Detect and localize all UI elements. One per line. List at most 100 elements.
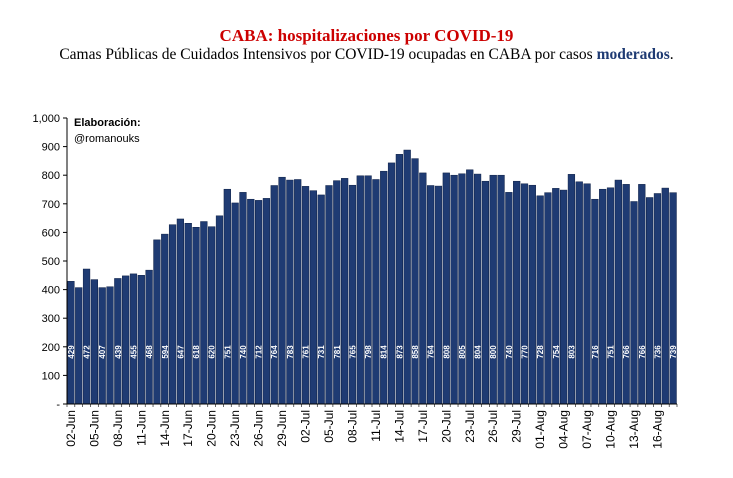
x-tick-label: 11-Jun (134, 410, 148, 446)
data-label: 736 (653, 345, 662, 359)
data-label: 716 (591, 345, 600, 359)
bar (669, 192, 677, 405)
data-label: 594 (161, 345, 170, 359)
bar (184, 223, 192, 405)
data-label: 647 (176, 345, 185, 359)
data-label: 800 (489, 345, 498, 359)
bar (278, 176, 286, 405)
x-tick-label: 20-Jun (205, 410, 219, 447)
bar (200, 221, 208, 405)
bar (356, 175, 364, 405)
data-label: 739 (669, 345, 678, 359)
x-tick-label: 01-Aug (533, 410, 547, 449)
x-tick-label: 08-Jul (345, 410, 359, 443)
bar (395, 154, 403, 405)
data-label: 439 (114, 345, 123, 359)
data-label: 740 (239, 345, 248, 359)
data-label: 712 (255, 345, 264, 359)
bar (481, 180, 490, 405)
y-tick-label: 400 (42, 285, 60, 297)
data-label: 429 (67, 345, 76, 359)
bar (333, 180, 341, 405)
chart-title: CABA: hospitalizaciones por COVID-19 (219, 26, 514, 45)
bar (106, 286, 114, 405)
chart-subtitle: Camas Públicas de Cuidados Intensivos po… (0, 46, 733, 64)
data-label: 805 (458, 345, 467, 359)
bar (434, 185, 443, 405)
data-label: 766 (638, 345, 647, 359)
bar (427, 185, 435, 405)
bar (223, 188, 231, 405)
credit-annotation: Elaboración: @romanouks (74, 117, 141, 145)
data-label: 751 (223, 345, 232, 359)
bar (591, 198, 599, 405)
bar (544, 192, 552, 405)
bar (372, 179, 380, 405)
x-tick-label: 10-Aug (604, 410, 618, 449)
y-tick-label: 500 (42, 256, 60, 268)
bar (466, 169, 474, 405)
y-tick-label: 200 (42, 342, 60, 354)
bar (192, 227, 200, 405)
data-label: 814 (380, 345, 389, 359)
data-label: 761 (302, 345, 311, 359)
bar (254, 200, 263, 405)
bar (286, 179, 294, 405)
data-label: 472 (83, 345, 92, 359)
data-label: 764 (427, 345, 436, 359)
bar (528, 184, 536, 405)
bar (419, 172, 427, 405)
bar (497, 174, 505, 405)
data-label: 618 (192, 345, 201, 359)
bar (301, 186, 310, 405)
bar (638, 184, 646, 405)
data-label: 858 (411, 345, 420, 359)
subtitle-highlight: moderados (596, 46, 670, 63)
subtitle-main: Camas Públicas de Cuidados Intensivos po… (59, 46, 597, 63)
x-tick-label: 05-Jun (87, 410, 101, 447)
bar (168, 224, 177, 405)
x-tick-label: 17-Jun (181, 410, 195, 447)
x-tick-label: 23-Jun (228, 410, 242, 447)
x-tick-label: 26-Jul (486, 410, 500, 443)
bar (262, 198, 271, 405)
bar (208, 226, 216, 405)
data-labels-group: 429 472 407 439 455 468 594 647 618 620 751 740 712 7… (67, 345, 678, 359)
bar (348, 184, 357, 405)
data-label: 808 (442, 345, 451, 359)
bar (145, 269, 153, 405)
data-label: 766 (622, 345, 631, 359)
x-tick-label: 29-Jul (510, 410, 524, 443)
x-tick-label: 26-Jun (252, 410, 266, 447)
bar (387, 162, 396, 405)
x-tick-label: 07-Aug (580, 410, 594, 449)
bar (653, 193, 662, 405)
bar (559, 189, 568, 405)
credit-line-1: Elaboración: (74, 117, 141, 129)
bar (137, 275, 145, 405)
x-tick-label: 14-Jun (158, 410, 172, 447)
bar (411, 158, 419, 405)
bar (129, 273, 138, 405)
bar (270, 185, 278, 405)
data-label: 764 (270, 345, 279, 359)
data-label: 798 (364, 345, 373, 359)
bar (153, 239, 161, 405)
y-tick-label: 800 (42, 170, 60, 182)
x-tick-label: 17-Jul (416, 410, 430, 443)
y-tick-label: - (56, 399, 60, 411)
bar (505, 192, 513, 405)
bar (231, 202, 239, 405)
x-tick-label: 04-Aug (557, 410, 571, 449)
bar (442, 172, 450, 405)
bar (614, 179, 622, 405)
bar (473, 173, 482, 405)
data-label: 783 (286, 345, 295, 359)
data-label: 468 (145, 345, 154, 359)
data-label: 873 (395, 345, 404, 359)
bars-group (67, 149, 677, 405)
bar (489, 174, 497, 405)
bar (630, 201, 638, 405)
x-tick-label: 02-Jun (64, 410, 78, 447)
